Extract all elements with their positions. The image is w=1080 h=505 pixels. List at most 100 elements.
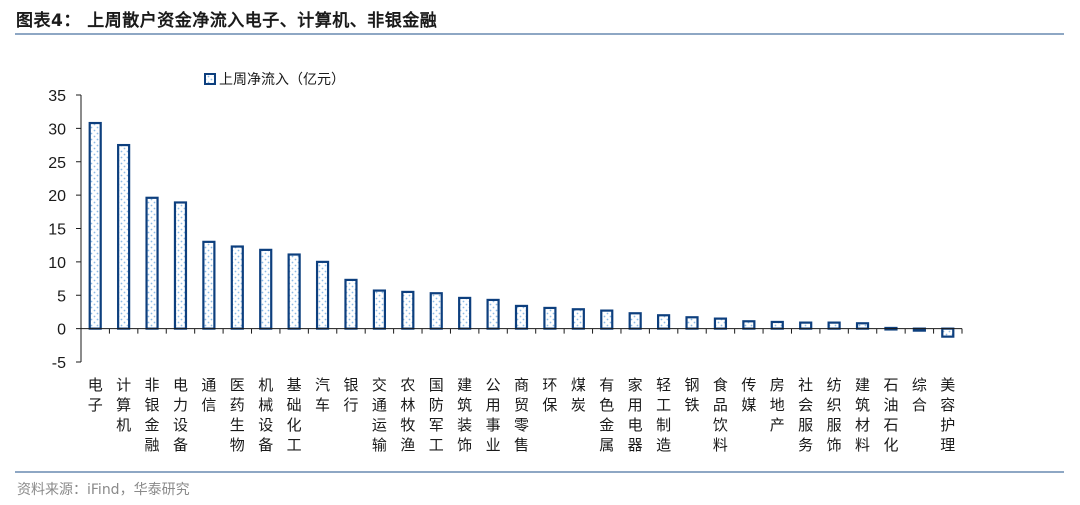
x-tick-label: 非银金融	[145, 376, 160, 454]
y-tick-label: 5	[57, 288, 66, 305]
bar	[315, 260, 330, 330]
bar	[429, 292, 443, 330]
svg-text:筑: 筑	[457, 396, 472, 414]
y-tick-label: 20	[48, 188, 66, 205]
svg-text:化: 化	[287, 416, 302, 434]
bar	[656, 314, 671, 330]
svg-text:理: 理	[940, 436, 955, 454]
svg-text:力: 力	[173, 396, 188, 414]
bar	[855, 322, 870, 330]
svg-text:子: 子	[88, 396, 103, 414]
bar	[202, 240, 216, 330]
y-axis: -5 0 5 10 15 20 25 30 35	[48, 88, 82, 372]
y-tick-label: 35	[48, 88, 66, 105]
svg-text:非: 非	[145, 376, 160, 394]
svg-text:用: 用	[628, 396, 643, 414]
svg-text:用: 用	[486, 396, 501, 414]
svg-text:电: 电	[173, 376, 188, 394]
bar	[543, 306, 557, 330]
x-tick-label: 钢铁	[685, 376, 700, 414]
svg-text:保: 保	[542, 396, 557, 414]
svg-text:事: 事	[486, 416, 501, 434]
svg-text:装: 装	[457, 416, 472, 434]
svg-text:备: 备	[173, 436, 188, 454]
svg-text:输: 输	[372, 436, 387, 454]
svg-text:行: 行	[343, 396, 358, 414]
svg-text:售: 售	[514, 436, 529, 454]
svg-text:金: 金	[599, 416, 614, 434]
svg-text:渔: 渔	[400, 436, 415, 454]
svg-text:农: 农	[400, 376, 415, 394]
bar	[145, 196, 159, 330]
x-tick-label: 煤炭	[571, 376, 586, 414]
svg-text:备: 备	[258, 436, 273, 454]
x-tick-label: 综合	[912, 376, 927, 414]
bar	[628, 312, 642, 330]
svg-text:石: 石	[883, 376, 898, 394]
svg-text:材: 材	[855, 416, 870, 434]
svg-text:电: 电	[628, 416, 643, 434]
svg-text:计: 计	[116, 376, 131, 394]
svg-text:造: 造	[656, 436, 671, 454]
svg-text:军: 军	[429, 416, 444, 434]
svg-text:房: 房	[770, 376, 785, 394]
svg-text:家: 家	[628, 376, 643, 394]
svg-text:贸: 贸	[514, 396, 529, 414]
svg-text:饮: 饮	[713, 416, 728, 434]
svg-text:煤: 煤	[571, 376, 586, 394]
chart-legend: 上周净流入（亿元）	[204, 72, 345, 88]
y-tick-label: 30	[48, 121, 66, 138]
svg-text:食: 食	[713, 376, 728, 394]
svg-text:器: 器	[628, 436, 643, 454]
svg-text:化: 化	[883, 436, 898, 454]
svg-text:设: 设	[173, 416, 188, 434]
svg-text:算: 算	[116, 396, 131, 414]
svg-text:医: 医	[230, 376, 245, 394]
svg-text:油: 油	[883, 396, 898, 414]
y-tick-label: 15	[48, 222, 66, 239]
svg-text:工: 工	[656, 396, 671, 414]
svg-text:通: 通	[372, 396, 387, 414]
svg-text:属: 属	[599, 436, 614, 454]
source-divider	[15, 471, 1064, 473]
svg-text:通: 通	[201, 376, 216, 394]
svg-text:机: 机	[116, 416, 131, 434]
x-tick-label: 环保	[542, 376, 557, 414]
svg-text:商: 商	[514, 376, 529, 394]
svg-text:基: 基	[287, 376, 302, 394]
svg-text:品: 品	[713, 396, 728, 414]
svg-text:饰: 饰	[827, 436, 842, 454]
x-tick-label: 银行	[343, 376, 358, 414]
legend-label: 上周净流入（亿元）	[219, 72, 345, 88]
svg-text:钢: 钢	[685, 376, 700, 394]
svg-text:会: 会	[798, 396, 813, 414]
svg-text:药: 药	[230, 396, 245, 414]
bar	[742, 320, 756, 330]
svg-text:金: 金	[145, 416, 160, 434]
bar	[514, 304, 529, 330]
x-axis	[80, 328, 963, 334]
x-tick-label: 通信	[201, 376, 216, 414]
bar	[344, 278, 358, 330]
bar	[88, 121, 102, 330]
svg-text:公: 公	[486, 376, 501, 394]
svg-text:运: 运	[372, 416, 387, 434]
svg-text:轻: 轻	[656, 376, 671, 394]
legend-swatch-icon	[204, 73, 216, 85]
svg-text:织: 织	[827, 396, 842, 414]
bar	[117, 143, 131, 330]
x-axis-labels: 电子计算机非银金融电力设备通信医药生物机械设备基础化工汽车银行交通运输农林牧渔国…	[88, 376, 956, 454]
svg-text:色: 色	[599, 396, 614, 414]
svg-text:筑: 筑	[855, 396, 870, 414]
bar	[230, 245, 244, 330]
svg-text:纺: 纺	[827, 376, 842, 394]
bar	[827, 321, 841, 330]
bar	[401, 290, 415, 330]
